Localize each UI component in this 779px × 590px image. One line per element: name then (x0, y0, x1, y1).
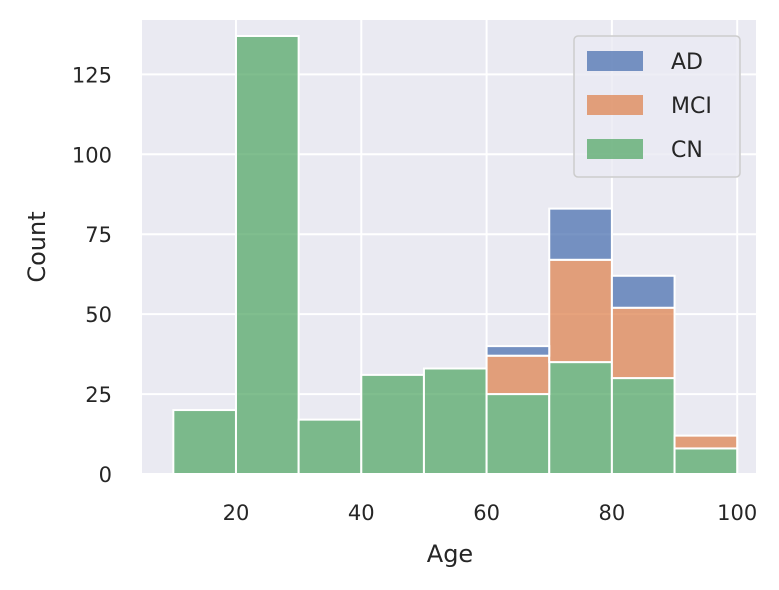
bar-ad-bin-7 (610, 274, 676, 309)
axis-ticks: 20 40 60 80 100 0 25 50 75 100 125 (72, 63, 757, 525)
y-axis-label: Count (23, 211, 51, 282)
bar-cn-bin-5 (485, 393, 551, 476)
y-tick-label: 25 (85, 383, 112, 407)
bar-mci-bin-8 (673, 434, 739, 450)
x-tick-label: 40 (348, 501, 375, 525)
x-tick-label: 80 (599, 501, 626, 525)
bar-cn-bin-3 (360, 373, 425, 476)
bar-cn-bin-4 (422, 367, 488, 475)
bar-cn-bin-2 (297, 418, 363, 475)
y-tick-label: 50 (85, 303, 112, 327)
x-axis-label: Age (427, 540, 473, 568)
bar-cn-bin-6 (548, 361, 613, 476)
legend-swatch-ad (587, 51, 643, 71)
y-tick-label: 125 (72, 63, 112, 87)
x-tick-label: 100 (717, 501, 757, 525)
bar-mci-bin-7 (610, 306, 676, 380)
bar-cn-bin-8 (673, 447, 739, 476)
bar-ad-bin-6 (548, 207, 613, 261)
y-tick-label: 75 (85, 223, 112, 247)
x-tick-label: 60 (473, 501, 500, 525)
bar-cn-bin-1 (234, 34, 300, 476)
bar-mci-bin-6 (548, 258, 613, 364)
legend-swatch-cn (587, 139, 643, 159)
legend-label-cn: CN (671, 138, 703, 163)
legend-label-ad: AD (671, 50, 703, 75)
bar-cn-bin-7 (610, 377, 676, 475)
legend-label-mci: MCI (671, 94, 712, 119)
bar-mci-bin-5 (485, 354, 551, 396)
y-tick-label: 100 (72, 143, 112, 167)
bar-cn-bin-0 (172, 409, 237, 475)
y-tick-label: 0 (99, 463, 112, 487)
legend-swatch-mci (587, 95, 643, 115)
legend: AD MCI CN (573, 35, 741, 178)
x-tick-label: 20 (223, 501, 250, 525)
histogram-bars (172, 34, 739, 476)
bar-ad-bin-5 (485, 345, 551, 357)
